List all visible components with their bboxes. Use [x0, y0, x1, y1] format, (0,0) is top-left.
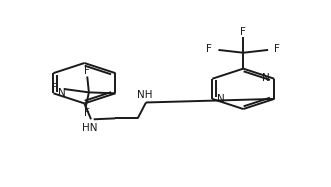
- Text: HN: HN: [82, 123, 97, 133]
- Text: F: F: [84, 108, 89, 118]
- Text: N: N: [58, 88, 66, 98]
- Text: F: F: [206, 44, 212, 54]
- Text: N: N: [262, 73, 270, 83]
- Text: F: F: [240, 27, 246, 37]
- Text: F: F: [84, 66, 90, 76]
- Text: N: N: [217, 94, 224, 104]
- Text: F: F: [52, 83, 58, 93]
- Text: F: F: [274, 44, 280, 54]
- Text: NH: NH: [137, 90, 152, 100]
